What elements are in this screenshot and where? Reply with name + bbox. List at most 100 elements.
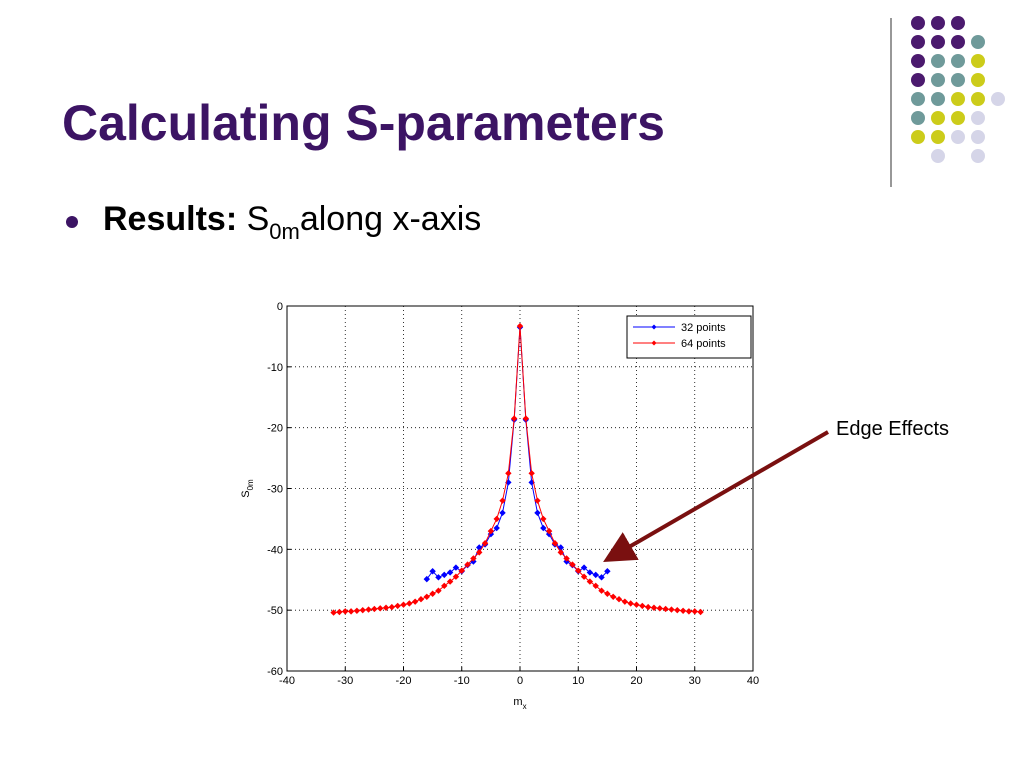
data-point bbox=[697, 608, 704, 616]
legend-marker bbox=[651, 324, 657, 330]
data-point bbox=[499, 497, 506, 504]
data-point bbox=[487, 527, 495, 535]
legend-box bbox=[626, 315, 752, 359]
data-point bbox=[423, 593, 431, 600]
bullet-rest: along x-axis bbox=[300, 200, 481, 238]
data-point bbox=[394, 602, 401, 610]
data-point bbox=[347, 608, 355, 615]
data-point bbox=[452, 564, 460, 571]
data-point bbox=[435, 574, 442, 581]
data-point bbox=[609, 593, 617, 600]
annotation-arrow bbox=[603, 430, 830, 563]
x-tick-label: -10 bbox=[454, 675, 470, 687]
data-point bbox=[580, 573, 588, 580]
data-point bbox=[406, 600, 413, 607]
data-point bbox=[371, 605, 378, 613]
y-tick-label: -30 bbox=[267, 484, 283, 496]
data-point bbox=[505, 470, 512, 477]
data-point bbox=[510, 415, 518, 422]
data-point bbox=[621, 598, 629, 605]
data-point bbox=[627, 600, 634, 607]
data-point bbox=[476, 544, 483, 551]
y-tick-label: -40 bbox=[267, 544, 283, 556]
data-point bbox=[580, 564, 588, 571]
bullet-symbol: S bbox=[247, 200, 270, 238]
dot-decoration bbox=[911, 16, 1005, 163]
data-point bbox=[429, 590, 436, 597]
y-tick-label: 0 bbox=[277, 301, 283, 313]
legend-marker bbox=[651, 340, 657, 346]
data-point bbox=[534, 497, 541, 504]
data-point bbox=[545, 527, 553, 535]
x-tick-label: 40 bbox=[747, 675, 759, 687]
legend-label: 32 points bbox=[681, 322, 726, 334]
slide-title: Calculating S-parameters bbox=[62, 95, 665, 151]
y-tick-label: -10 bbox=[267, 362, 283, 374]
data-point bbox=[446, 569, 454, 576]
data-point bbox=[429, 568, 436, 575]
data-point bbox=[452, 573, 460, 580]
y-axis-label: S0m bbox=[240, 479, 255, 498]
data-point bbox=[481, 540, 489, 547]
data-point bbox=[476, 549, 483, 556]
data-point bbox=[400, 601, 407, 608]
data-point bbox=[499, 509, 506, 517]
data-point bbox=[423, 575, 431, 583]
data-point bbox=[493, 515, 500, 523]
x-axis-label-main: m bbox=[513, 696, 522, 708]
y-axis-label-sub: 0m bbox=[246, 479, 255, 490]
data-point bbox=[592, 582, 599, 590]
data-point bbox=[598, 587, 605, 594]
data-point bbox=[376, 605, 384, 612]
x-tick-label: 0 bbox=[517, 675, 523, 687]
data-point bbox=[342, 608, 349, 615]
y-tick-label: -50 bbox=[267, 605, 283, 617]
x-tick-label: -40 bbox=[279, 675, 295, 687]
y-axis-label-main: S bbox=[240, 490, 252, 497]
x-axis-label: mx bbox=[513, 696, 526, 711]
data-point bbox=[615, 596, 623, 603]
data-point bbox=[691, 608, 698, 615]
data-point bbox=[540, 524, 547, 532]
series-line bbox=[333, 326, 701, 614]
data-point bbox=[359, 606, 366, 614]
data-point bbox=[586, 578, 594, 585]
data-point bbox=[528, 470, 535, 477]
data-point bbox=[604, 568, 611, 575]
data-point bbox=[441, 571, 448, 579]
data-point bbox=[388, 603, 396, 611]
bullet-label: Results: bbox=[103, 200, 237, 238]
data-point bbox=[464, 561, 471, 568]
plot: -40 -30 -20 -10 0 10 20 30 40 -60 -50 -40 -30 -20 -10 0… bbox=[240, 301, 759, 711]
data-point bbox=[516, 322, 524, 330]
data-point bbox=[522, 415, 530, 422]
data-point bbox=[458, 567, 465, 574]
data-point bbox=[598, 574, 605, 581]
data-point bbox=[650, 604, 658, 611]
data-point bbox=[557, 544, 564, 551]
data-point bbox=[557, 549, 564, 556]
data-point bbox=[662, 605, 669, 613]
x-tick-label: 10 bbox=[572, 675, 584, 687]
data-point bbox=[441, 582, 448, 590]
data-point bbox=[563, 555, 570, 562]
data-point bbox=[435, 587, 442, 594]
data-point bbox=[604, 590, 611, 597]
data-point bbox=[679, 607, 687, 614]
data-point bbox=[633, 601, 640, 608]
data-point bbox=[592, 571, 599, 579]
data-point bbox=[534, 509, 541, 517]
data-point bbox=[644, 603, 652, 611]
data-point bbox=[382, 604, 390, 611]
data-point bbox=[668, 606, 675, 613]
x-tick-label: -30 bbox=[337, 675, 353, 687]
data-point bbox=[639, 602, 646, 610]
y-tick-label: -20 bbox=[267, 423, 283, 435]
data-point bbox=[551, 540, 559, 547]
data-point bbox=[470, 555, 477, 562]
legend-label: 64 points bbox=[681, 338, 726, 350]
x-tick-label: 30 bbox=[689, 675, 701, 687]
data-point bbox=[493, 524, 500, 532]
data-point bbox=[336, 608, 343, 616]
